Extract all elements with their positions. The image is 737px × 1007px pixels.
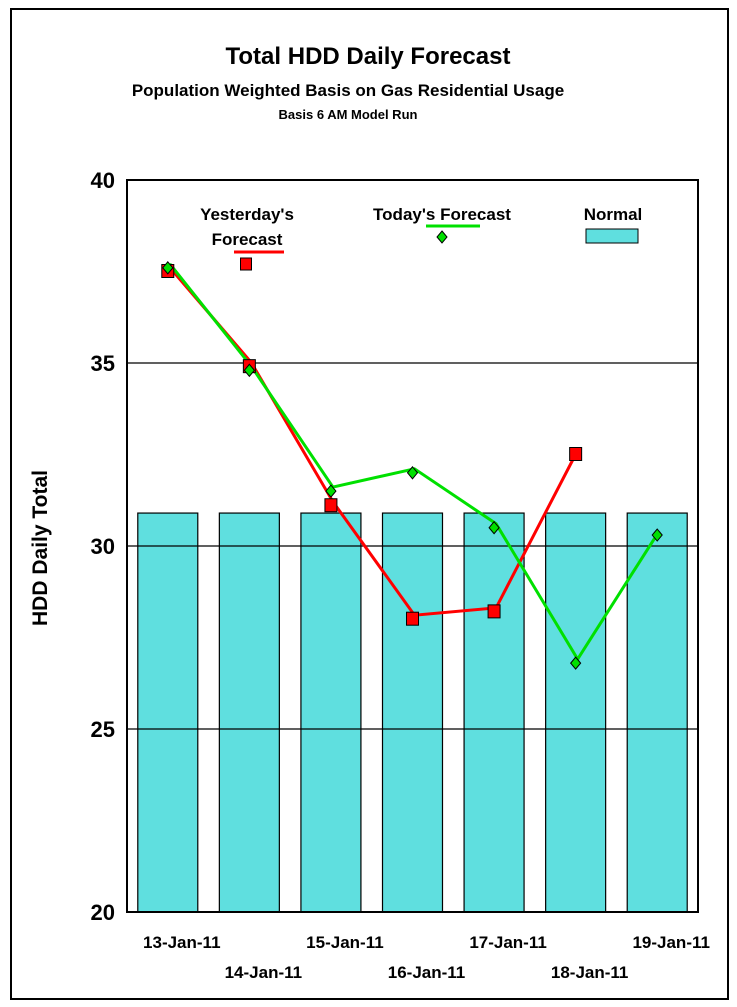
- plot-border: [126, 179, 699, 913]
- legend-yesterday-marker: [240, 257, 252, 271]
- legend-normal-swatch: [585, 228, 639, 244]
- bar-normal-2: [218, 512, 280, 913]
- marker-yesterday-5: [487, 604, 501, 619]
- line-yesterday: [168, 266, 579, 617]
- chart-subtitle: Population Weighted Basis on Gas Residen…: [132, 81, 564, 100]
- gridlines: [127, 362, 698, 730]
- x-tick-6: 18-Jan-11: [551, 963, 629, 982]
- marker-today-1: [162, 261, 174, 275]
- marker-today-7: [651, 528, 663, 542]
- bar-normal-1: [137, 512, 199, 913]
- y-tick-30: 30: [91, 534, 115, 559]
- legend-yesterday-line2: Forecast: [212, 230, 283, 249]
- bar-normal-6: [545, 512, 607, 913]
- x-tick-1: 13-Jan-11: [143, 933, 221, 952]
- legend: Yesterday's Forecast Today's Forecast No…: [200, 205, 643, 271]
- marker-today-4: [406, 466, 419, 480]
- bar-normal-3: [300, 512, 362, 913]
- marker-today-5: [488, 520, 500, 535]
- forecast-markers: [161, 261, 663, 670]
- marker-yesterday-4: [406, 611, 419, 626]
- axes: [126, 179, 699, 913]
- marker-today-6: [569, 656, 582, 670]
- x-tick-3: 15-Jan-11: [306, 933, 384, 952]
- y-tick-labels: 20 25 30 35 40: [91, 168, 115, 925]
- y-tick-40: 40: [91, 168, 115, 193]
- y-tick-25: 25: [91, 717, 115, 742]
- marker-yesterday-6: [569, 447, 583, 461]
- x-tick-7: 19-Jan-11: [632, 933, 710, 952]
- x-tick-5: 17-Jan-11: [469, 933, 547, 952]
- chart-subtitle-2: Basis 6 AM Model Run: [279, 107, 418, 122]
- y-tick-20: 20: [91, 900, 115, 925]
- bar-normal-7: [626, 512, 688, 913]
- chart-title: Total HDD Daily Forecast: [226, 43, 511, 70]
- marker-today-2: [243, 363, 256, 378]
- legend-today-marker: [436, 230, 448, 244]
- legend-today: Today's Forecast: [373, 205, 511, 224]
- marker-yesterday-3: [324, 498, 338, 513]
- legend-normal: Normal: [584, 205, 643, 224]
- marker-today-3: [325, 484, 337, 498]
- x-tick-4: 16-Jan-11: [388, 963, 466, 982]
- legend-yesterday-line1: Yesterday's: [200, 205, 294, 224]
- normal-bars: [137, 512, 688, 913]
- x-tick-labels: 13-Jan-1114-Jan-1115-Jan-1116-Jan-1117-J…: [143, 933, 710, 982]
- y-axis-label: HDD Daily Total: [29, 470, 52, 626]
- y-tick-35: 35: [91, 351, 115, 376]
- bar-normal-5: [463, 512, 525, 913]
- bar-normal-4: [381, 512, 444, 913]
- x-tick-2: 14-Jan-11: [225, 963, 303, 982]
